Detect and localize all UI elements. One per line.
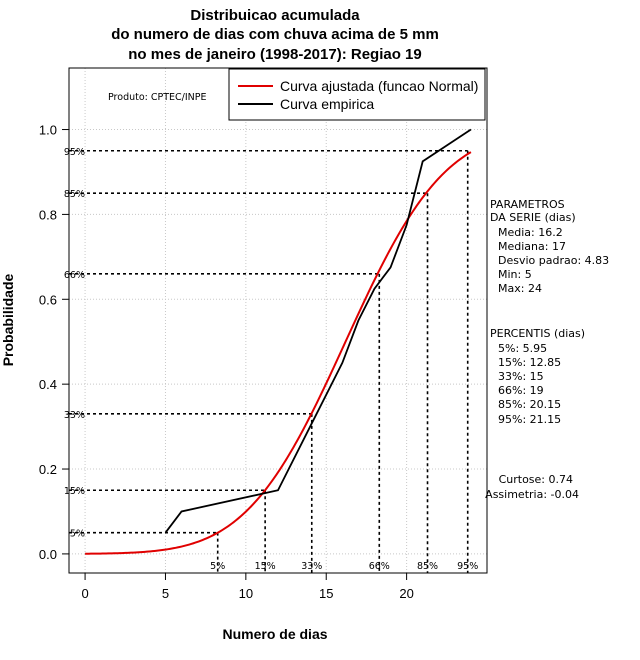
chart-title-line-3: no mes de janeiro (1998-2017): Regiao 19 xyxy=(128,46,421,63)
percentile-x-label-15: 15% xyxy=(255,561,276,572)
percentis-line-5: 85%: 20.15 xyxy=(498,398,561,411)
params-line-1: DA SERIE (dias) xyxy=(490,211,576,224)
percentis-line-0: PERCENTIS (dias) xyxy=(490,327,585,340)
params-line-6: Max: 24 xyxy=(498,282,542,295)
legend-label-empirical: Curva empirica xyxy=(280,96,374,112)
percentile-x-label-33: 33% xyxy=(301,561,322,572)
params-line-3: Mediana: 17 xyxy=(498,240,566,253)
x-tick-label-10: 10 xyxy=(239,586,253,601)
x-tick-label-0: 0 xyxy=(81,586,88,601)
x-tick-label-5: 5 xyxy=(162,586,169,601)
percentile-y-label-66: 66% xyxy=(64,270,85,281)
percentis-line-3: 33%: 15 xyxy=(498,370,544,383)
legend: Curva ajustada (funcao Normal) Curva emp… xyxy=(228,68,486,121)
series-layer xyxy=(85,128,472,555)
chart-title-line-1: Distribuicao acumulada xyxy=(190,7,360,24)
axis-layer: 0 5 10 15 20 0.0 0.2 0.4 0.6 0.8 1.0 xyxy=(39,123,414,601)
legend-label-fitted: Curva ajustada (funcao Normal) xyxy=(280,78,478,94)
grid-layer xyxy=(69,68,487,573)
percentis-panel: PERCENTIS (dias) 5%: 5.95 15%: 12.85 33%… xyxy=(490,327,585,426)
y-tick-label-5: 1.0 xyxy=(39,123,57,138)
y-axis-title: Probabilidade xyxy=(0,274,16,367)
y-tick-label-4: 0.8 xyxy=(39,207,57,222)
y-tick-label-3: 0.6 xyxy=(39,292,57,307)
params-line-4: Desvio padrao: 4.83 xyxy=(498,254,609,267)
x-tick-label-20: 20 xyxy=(399,586,413,601)
shape-line-skewness: Assimetria: -0.04 xyxy=(485,488,579,501)
percentis-line-2: 15%: 12.85 xyxy=(498,356,561,369)
percentis-line-1: 5%: 5.95 xyxy=(498,342,547,355)
x-tick-label-15: 15 xyxy=(319,586,333,601)
x-axis-title: Numero de dias xyxy=(222,626,327,642)
percentile-y-label-5: 5% xyxy=(70,529,85,540)
percentile-y-label-95: 95% xyxy=(64,147,85,158)
percentile-y-label-85: 85% xyxy=(64,189,85,200)
percentile-lines: 5% 5% 15% 15% 33% 33% 66% 66% 85% 85% 95% 95% xyxy=(64,147,478,573)
chart-title-line-2: do numero de dias com chuva acima de 5 m… xyxy=(111,26,439,43)
percentis-line-4: 66%: 19 xyxy=(498,384,544,397)
percentile-y-label-33: 33% xyxy=(64,410,85,421)
percentile-y-label-15: 15% xyxy=(64,486,85,497)
series-line-empirical xyxy=(164,128,472,534)
plot-frame xyxy=(68,67,488,574)
legend-box xyxy=(228,68,486,121)
parameters-panel: PARAMETROS DA SERIE (dias) Media: 16.2 M… xyxy=(490,198,609,295)
params-line-5: Min: 5 xyxy=(498,268,532,281)
shape-panel: Curtose: 0.74 Assimetria: -0.04 xyxy=(485,473,579,501)
percentile-x-label-85: 85% xyxy=(417,561,438,572)
y-tick-label-2: 0.4 xyxy=(39,377,57,392)
y-tick-label-1: 0.2 xyxy=(39,462,57,477)
percentile-x-label-95: 95% xyxy=(457,561,478,572)
percentile-x-label-5: 5% xyxy=(210,561,225,572)
credit-label: Produto: CPTEC/INPE xyxy=(108,92,207,103)
percentis-line-6: 95%: 21.15 xyxy=(498,413,561,426)
y-tick-label-0: 0.0 xyxy=(39,547,57,562)
params-line-0: PARAMETROS xyxy=(490,198,565,211)
shape-line-kurtosis: Curtose: 0.74 xyxy=(499,473,573,486)
series-line-fitted-normal xyxy=(85,151,472,555)
percentile-x-label-66: 66% xyxy=(369,561,390,572)
params-line-2: Media: 16.2 xyxy=(498,226,563,239)
